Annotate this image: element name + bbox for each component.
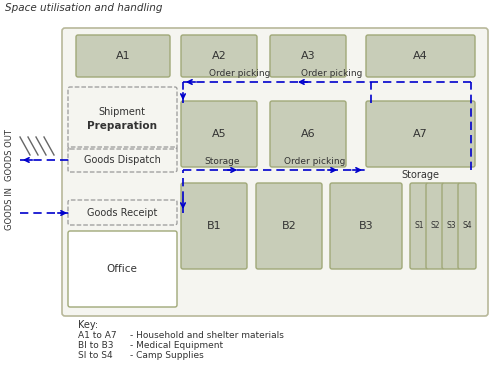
Text: A6: A6 <box>300 129 316 139</box>
Text: Preparation: Preparation <box>87 121 157 131</box>
Text: A1: A1 <box>116 51 130 61</box>
Text: - Camp Supplies: - Camp Supplies <box>130 351 204 360</box>
FancyBboxPatch shape <box>62 28 488 316</box>
Text: A1 to A7: A1 to A7 <box>78 331 116 340</box>
FancyBboxPatch shape <box>410 183 428 269</box>
Text: SI to S4: SI to S4 <box>78 351 112 360</box>
FancyBboxPatch shape <box>76 35 170 77</box>
Text: B3: B3 <box>358 221 374 231</box>
Text: S2: S2 <box>430 222 440 231</box>
FancyBboxPatch shape <box>366 101 475 167</box>
Text: GOODS IN: GOODS IN <box>5 186 14 230</box>
Text: Goods Dispatch: Goods Dispatch <box>84 155 160 165</box>
Text: A4: A4 <box>413 51 428 61</box>
Text: A2: A2 <box>212 51 226 61</box>
Text: Order picking: Order picking <box>302 69 362 78</box>
Text: Order picking: Order picking <box>284 157 346 166</box>
FancyBboxPatch shape <box>256 183 322 269</box>
FancyBboxPatch shape <box>442 183 460 269</box>
FancyBboxPatch shape <box>270 35 346 77</box>
Text: S1: S1 <box>414 222 424 231</box>
Text: S3: S3 <box>446 222 456 231</box>
FancyBboxPatch shape <box>330 183 402 269</box>
Text: - Household and shelter materials: - Household and shelter materials <box>130 331 284 340</box>
Text: Key:: Key: <box>78 320 98 330</box>
Text: Order picking: Order picking <box>210 69 270 78</box>
Text: A7: A7 <box>413 129 428 139</box>
Text: A3: A3 <box>300 51 316 61</box>
FancyBboxPatch shape <box>426 183 444 269</box>
Text: S4: S4 <box>462 222 472 231</box>
FancyBboxPatch shape <box>181 101 257 167</box>
Text: - Medical Equipment: - Medical Equipment <box>130 341 223 350</box>
Text: GOODS OUT: GOODS OUT <box>5 129 14 181</box>
Text: Storage: Storage <box>204 157 240 166</box>
Text: BI to B3: BI to B3 <box>78 341 114 350</box>
FancyBboxPatch shape <box>181 35 257 77</box>
FancyBboxPatch shape <box>366 35 475 77</box>
Text: A5: A5 <box>212 129 226 139</box>
FancyBboxPatch shape <box>458 183 476 269</box>
FancyBboxPatch shape <box>181 183 247 269</box>
FancyBboxPatch shape <box>270 101 346 167</box>
FancyBboxPatch shape <box>68 231 177 307</box>
Text: Storage: Storage <box>401 170 439 180</box>
Text: Shipment: Shipment <box>98 107 146 117</box>
Text: B1: B1 <box>206 221 222 231</box>
Text: B2: B2 <box>282 221 296 231</box>
Text: Goods Receipt: Goods Receipt <box>87 208 157 218</box>
Text: Office: Office <box>106 264 138 274</box>
Text: Space utilisation and handling: Space utilisation and handling <box>5 3 162 13</box>
